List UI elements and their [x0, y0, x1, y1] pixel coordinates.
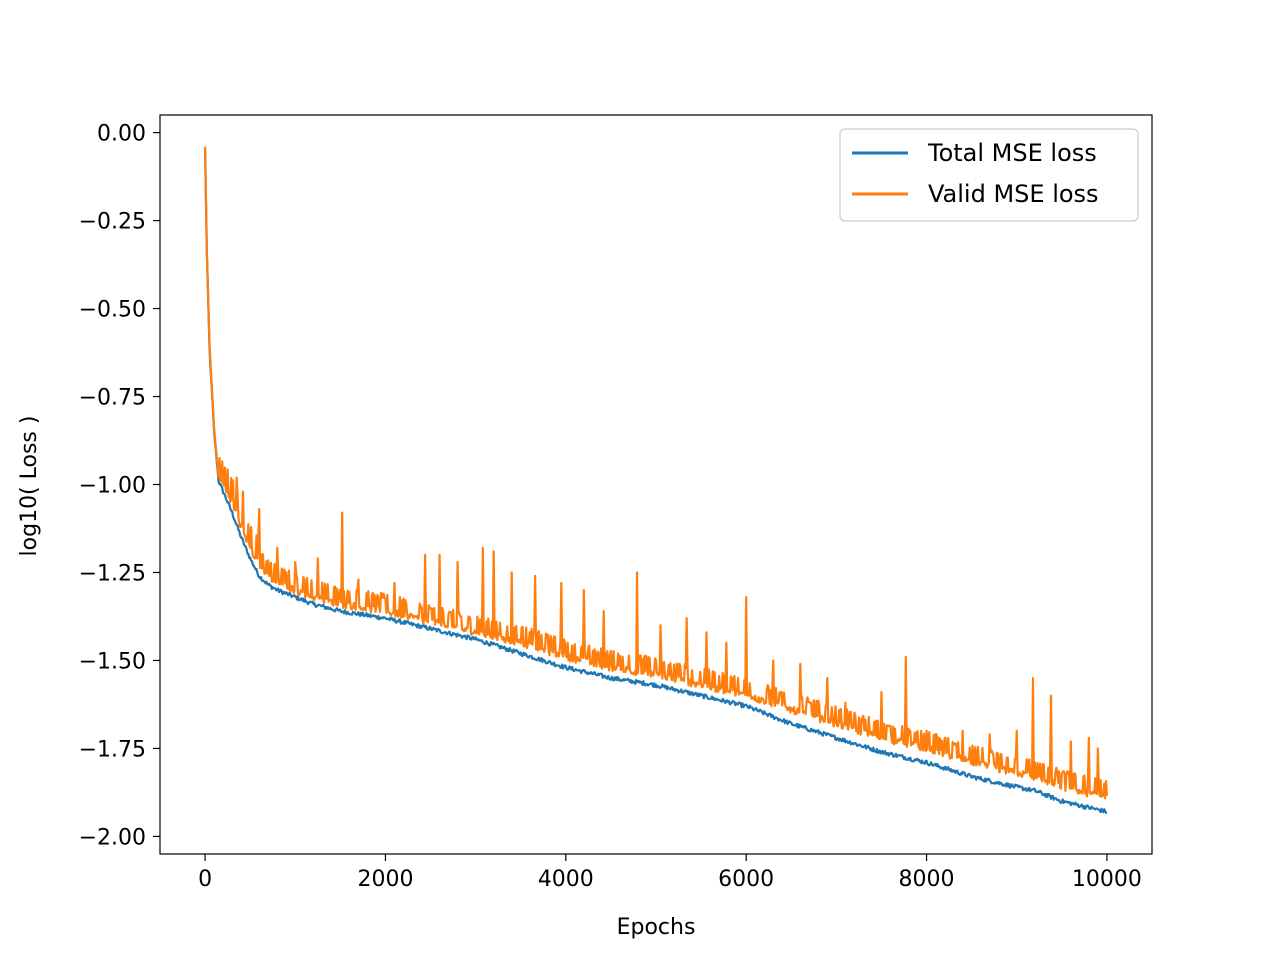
y-tick-label: −0.50 — [79, 298, 146, 323]
y-tick-label: −0.75 — [79, 386, 146, 411]
x-tick-label: 10000 — [1072, 867, 1142, 892]
y-tick-label: 0.00 — [97, 122, 146, 147]
y-tick-label: −1.50 — [79, 649, 146, 674]
legend: Total MSE loss Valid MSE loss — [839, 128, 1139, 222]
series-layer — [203, 146, 1109, 814]
series-line-valid-mse — [203, 146, 1109, 800]
x-tick-label: 8000 — [899, 867, 955, 892]
x-axis-title: Epochs — [617, 915, 696, 940]
series-line-total-mse — [203, 149, 1108, 814]
plot-frame — [159, 114, 1153, 855]
y-axis-title: log10( Loss ) — [17, 416, 42, 557]
y-tick-label: −1.00 — [79, 474, 146, 499]
legend-label-total: Total MSE loss — [927, 139, 1097, 167]
x-axis: 0 2000 4000 6000 8000 10000 — [198, 854, 1142, 892]
x-tick-label: 4000 — [538, 867, 594, 892]
y-tick-label: −1.25 — [79, 561, 146, 586]
y-tick-label: −2.00 — [79, 825, 146, 850]
legend-label-valid: Valid MSE loss — [928, 180, 1099, 208]
x-tick-label: 6000 — [718, 867, 774, 892]
x-tick-label: 0 — [198, 867, 212, 892]
y-tick-label: −1.75 — [79, 737, 146, 762]
x-tick-label: 2000 — [357, 867, 413, 892]
y-tick-label: −0.25 — [79, 210, 146, 235]
legend-box — [839, 128, 1139, 222]
y-axis: 0.00 −0.25 −0.50 −0.75 −1.00 −1.25 −1.50 −1.75 −… — [79, 122, 160, 850]
